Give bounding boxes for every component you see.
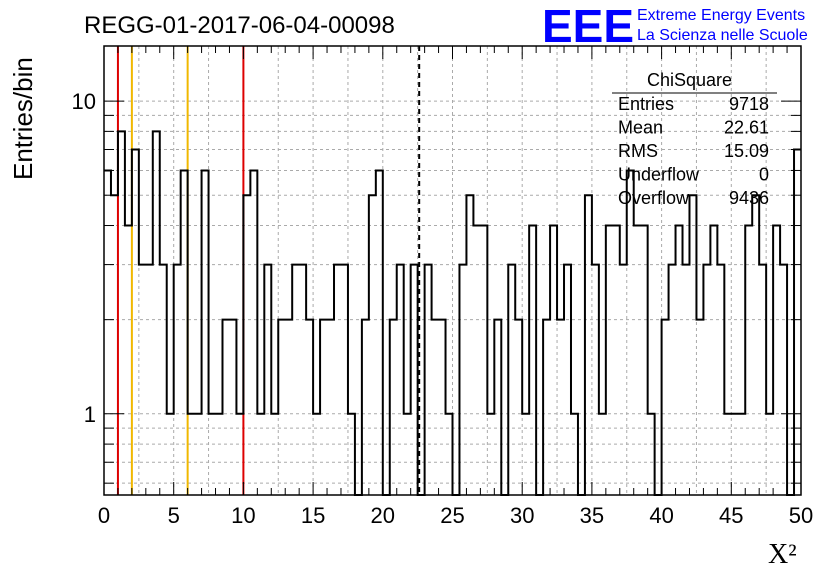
y-axis-label: Entries/bin — [8, 57, 38, 180]
stats-value: 15.09 — [724, 141, 769, 161]
logo-line-1: Extreme Energy Events — [637, 7, 805, 24]
x-tick-label: 45 — [719, 503, 743, 528]
eee-logo: EEE Extreme Energy Events La Scienza nel… — [542, 0, 808, 52]
x-tick-label: 50 — [789, 503, 813, 528]
axis-ticks: 0 5 10 15 20 25 30 35 40 45 50 1 10 — [72, 46, 813, 528]
x-tick-label: 35 — [580, 503, 604, 528]
logo-mark: EEE — [542, 0, 634, 52]
y-tick-label: 10 — [72, 89, 96, 114]
stats-label: Entries — [618, 94, 674, 114]
stats-value: 0 — [759, 165, 769, 185]
stats-label: Overflow — [618, 188, 690, 208]
stats-label: Mean — [618, 118, 663, 138]
x-tick-label: 20 — [371, 503, 395, 528]
x-tick-label: 25 — [440, 503, 464, 528]
histogram-line — [104, 130, 801, 496]
y-tick-label: 1 — [84, 402, 96, 427]
logo-line-2: La Scienza nelle Scuole — [637, 27, 808, 44]
chart-title: REGG-01-2017-06-04-00098 — [84, 12, 395, 39]
stats-value: 9718 — [729, 94, 769, 114]
stats-title: ChiSquare — [647, 70, 732, 90]
stats-value: 9436 — [729, 188, 769, 208]
x-axis-label: X² — [768, 539, 797, 570]
x-tick-label: 0 — [98, 503, 110, 528]
stats-label: RMS — [618, 141, 658, 161]
x-tick-label: 30 — [510, 503, 534, 528]
x-tick-label: 40 — [649, 503, 673, 528]
stats-value: 22.61 — [724, 118, 769, 138]
x-tick-label: 5 — [168, 503, 180, 528]
stats-box: ChiSquare Entries 9718 Mean 22.61 RMS 15.09 Un… — [612, 70, 777, 208]
x-tick-label: 10 — [231, 503, 255, 528]
x-tick-label: 15 — [301, 503, 325, 528]
stats-label: Underflow — [618, 165, 700, 185]
